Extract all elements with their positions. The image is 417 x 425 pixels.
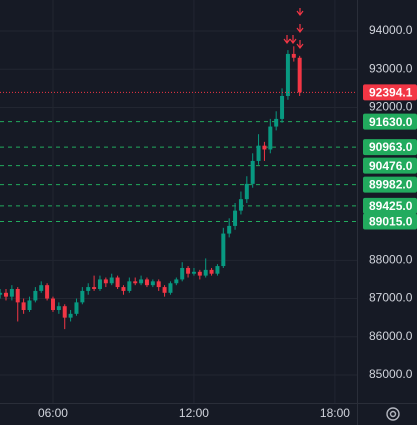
gear-outer[interactable] — [386, 407, 400, 421]
arrow-icon — [296, 24, 304, 33]
level-label-bg — [363, 157, 417, 174]
y-tick-label: 93000.0 — [369, 61, 413, 75]
candle-body — [233, 210, 238, 226]
candle-body — [268, 126, 273, 150]
candle-body — [74, 302, 79, 314]
candle-body — [203, 269, 208, 276]
candle-body — [27, 300, 32, 311]
candle-body — [256, 145, 261, 161]
arrow-icon — [296, 40, 304, 49]
candle-body — [139, 279, 144, 284]
candle-body — [274, 118, 279, 127]
level-label-bg — [363, 113, 417, 130]
candle-body — [133, 281, 138, 284]
candle-body — [244, 183, 249, 200]
candle-body — [121, 287, 126, 291]
candle-body — [150, 281, 155, 286]
last-price-label: 92394.1 — [369, 86, 413, 100]
candle-body — [45, 285, 50, 299]
candle-body — [174, 279, 179, 284]
candle-body — [291, 53, 296, 58]
candle-body — [285, 53, 290, 96]
candle-body — [215, 266, 220, 274]
candle-body — [250, 160, 255, 184]
level-label: 91630.0 — [369, 115, 413, 129]
candle-body — [238, 199, 243, 211]
candle-body — [197, 271, 202, 276]
candle-body — [180, 267, 185, 280]
y-tick-label: 94000.0 — [369, 23, 413, 37]
level-label: 89015.0 — [369, 215, 413, 229]
arrow-icon — [289, 35, 297, 44]
candle-body — [39, 285, 44, 291]
x-tick-label: 18:00 — [320, 406, 350, 420]
level-label-bg — [363, 176, 417, 193]
candle-body — [92, 287, 97, 289]
candle-body — [115, 277, 120, 288]
candle-body — [144, 279, 149, 286]
candle-body — [191, 271, 196, 274]
candle-body — [21, 302, 26, 311]
x-tick-label: 12:00 — [179, 406, 209, 420]
gear-inner[interactable] — [389, 410, 397, 418]
last-price-label-bg — [363, 84, 417, 101]
candle-body — [162, 287, 167, 293]
y-tick-label: 87000.0 — [369, 291, 413, 305]
candle-body — [68, 313, 73, 318]
candle-body — [56, 306, 61, 311]
level-label: 90963.0 — [369, 140, 413, 154]
signal-arrows — [283, 8, 304, 49]
candle-body — [33, 290, 38, 301]
candle-body — [186, 267, 191, 274]
candle-body — [0, 292, 3, 295]
candle-body — [109, 277, 114, 284]
candle-body — [15, 288, 20, 303]
candle-body — [103, 279, 108, 284]
candle-body — [127, 281, 132, 291]
level-label-bg — [363, 197, 417, 214]
y-tick-label: 88000.0 — [369, 252, 413, 266]
level-label: 90476.0 — [369, 159, 413, 173]
y-tick-label: 85000.0 — [369, 367, 413, 381]
x-tick-label: 06:00 — [38, 406, 68, 420]
settings-icon[interactable] — [386, 407, 400, 421]
candle-body — [80, 290, 85, 303]
level-label-bg — [363, 139, 417, 156]
candle-body — [297, 57, 302, 93]
candle-body — [262, 145, 267, 150]
grid — [0, 0, 357, 403]
level-label-bg — [363, 213, 417, 230]
arrow-icon — [283, 35, 291, 44]
y-tick-label: 92000.0 — [369, 100, 413, 114]
candle-body — [209, 269, 214, 274]
candle-body — [86, 287, 91, 291]
candle-body — [3, 292, 8, 297]
candle-body — [156, 281, 161, 288]
candle-body — [280, 95, 285, 119]
candle-body — [62, 306, 67, 318]
level-label: 89982.0 — [369, 178, 413, 192]
candle-body — [97, 279, 102, 289]
candle-body — [9, 288, 14, 297]
y-tick-label: 86000.0 — [369, 329, 413, 343]
candle-body — [168, 283, 173, 293]
level-label: 89425.0 — [369, 199, 413, 213]
candle-body — [221, 233, 226, 267]
candle-body — [227, 225, 232, 234]
arrow-icon — [296, 8, 304, 16]
candle-body — [50, 298, 55, 311]
